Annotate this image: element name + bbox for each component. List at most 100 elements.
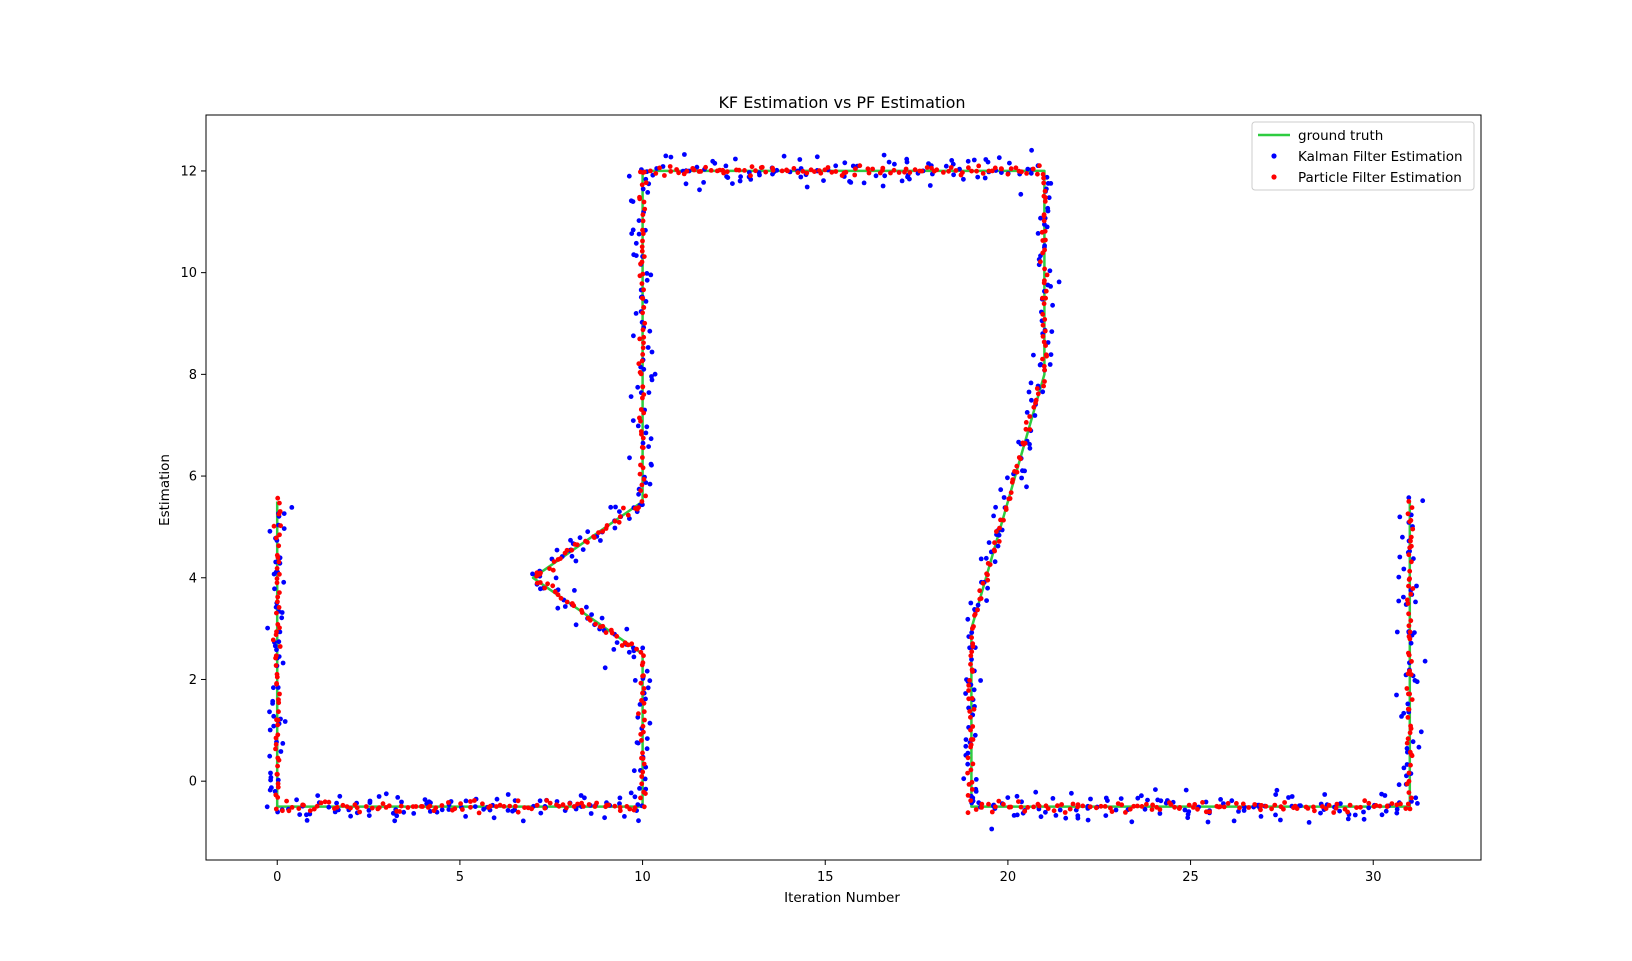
data-point [991, 513, 996, 519]
data-point [641, 761, 647, 767]
data-point [599, 615, 605, 621]
data-point [1413, 599, 1418, 605]
data-point [383, 791, 389, 797]
data-point [640, 750, 645, 756]
data-point [639, 281, 645, 286]
data-point [1408, 726, 1414, 731]
data-point [993, 504, 998, 510]
data-point [1406, 495, 1412, 501]
data-point [882, 173, 888, 179]
data-point [560, 802, 566, 808]
data-point [641, 254, 647, 259]
data-point [1080, 803, 1086, 809]
data-point [314, 803, 320, 809]
data-point [278, 749, 284, 754]
data-point [640, 238, 645, 244]
data-point [696, 169, 702, 174]
data-point [1053, 813, 1059, 818]
data-point [970, 669, 975, 674]
data-point [636, 491, 641, 497]
data-point [1024, 171, 1029, 176]
data-point [1384, 803, 1390, 809]
data-point [639, 259, 645, 265]
data-point [948, 165, 954, 170]
data-point [534, 580, 540, 586]
data-point [1042, 367, 1047, 373]
data-point [1408, 640, 1414, 646]
data-point [1398, 801, 1403, 807]
data-point [638, 795, 643, 801]
data-point [641, 709, 647, 715]
data-point [701, 180, 706, 185]
chart-title: KF Estimation vs PF Estimation [718, 93, 965, 112]
data-point [637, 370, 643, 375]
data-point [1027, 427, 1033, 432]
data-point [1150, 802, 1155, 808]
data-point [277, 629, 283, 635]
data-point [804, 184, 810, 190]
data-point [380, 801, 386, 807]
x-tick-label: 0 [273, 870, 281, 885]
data-point [985, 561, 991, 566]
data-point [593, 621, 598, 627]
data-point [551, 559, 557, 564]
data-point [1059, 802, 1064, 807]
data-point [1041, 180, 1047, 186]
data-point [636, 361, 642, 367]
data-point [640, 327, 646, 333]
data-point [1334, 801, 1340, 807]
y-axis-title: Estimation [157, 454, 173, 526]
data-point [1028, 380, 1034, 386]
data-point [573, 622, 579, 628]
data-point [1420, 498, 1426, 504]
data-point [1144, 801, 1149, 807]
data-point [640, 455, 645, 460]
data-point [1044, 353, 1049, 359]
data-point [1055, 803, 1060, 809]
data-point [420, 804, 425, 809]
data-point [276, 605, 282, 610]
data-point [640, 227, 645, 233]
data-point [633, 311, 639, 316]
data-point [275, 495, 281, 501]
data-point [818, 170, 824, 176]
data-point [267, 528, 273, 534]
data-point [1024, 484, 1029, 490]
data-point [274, 610, 279, 616]
data-point [1396, 574, 1402, 580]
data-point [627, 806, 633, 812]
data-point [376, 805, 382, 810]
data-point [684, 168, 690, 174]
data-point [1014, 469, 1020, 475]
data-point [1016, 799, 1021, 804]
data-point [1394, 810, 1400, 816]
data-point [649, 374, 654, 379]
axis-ticks: 0 5 10 15 20 25 30 0 2 4 6 8 10 12 [180, 164, 1381, 885]
data-point [1018, 191, 1024, 197]
data-point [405, 805, 411, 810]
data-point [812, 169, 817, 175]
data-point [542, 585, 548, 591]
data-point [1412, 678, 1418, 683]
data-point [627, 455, 632, 461]
data-point [1185, 811, 1191, 817]
data-point [1041, 363, 1047, 369]
data-point [275, 777, 281, 783]
data-point [1405, 601, 1411, 606]
data-point [641, 410, 647, 416]
data-point [1005, 171, 1011, 177]
data-point [1014, 812, 1020, 818]
data-point [971, 157, 977, 163]
data-point [1407, 668, 1412, 674]
data-point [1409, 505, 1415, 510]
data-point [989, 826, 995, 832]
data-point [534, 802, 540, 808]
data-point [1085, 817, 1091, 823]
data-point [386, 803, 392, 809]
data-point [446, 807, 452, 812]
data-point [1405, 597, 1410, 603]
data-point [274, 576, 280, 582]
data-point [279, 615, 285, 621]
data-point [640, 690, 645, 696]
data-point [1246, 805, 1252, 810]
